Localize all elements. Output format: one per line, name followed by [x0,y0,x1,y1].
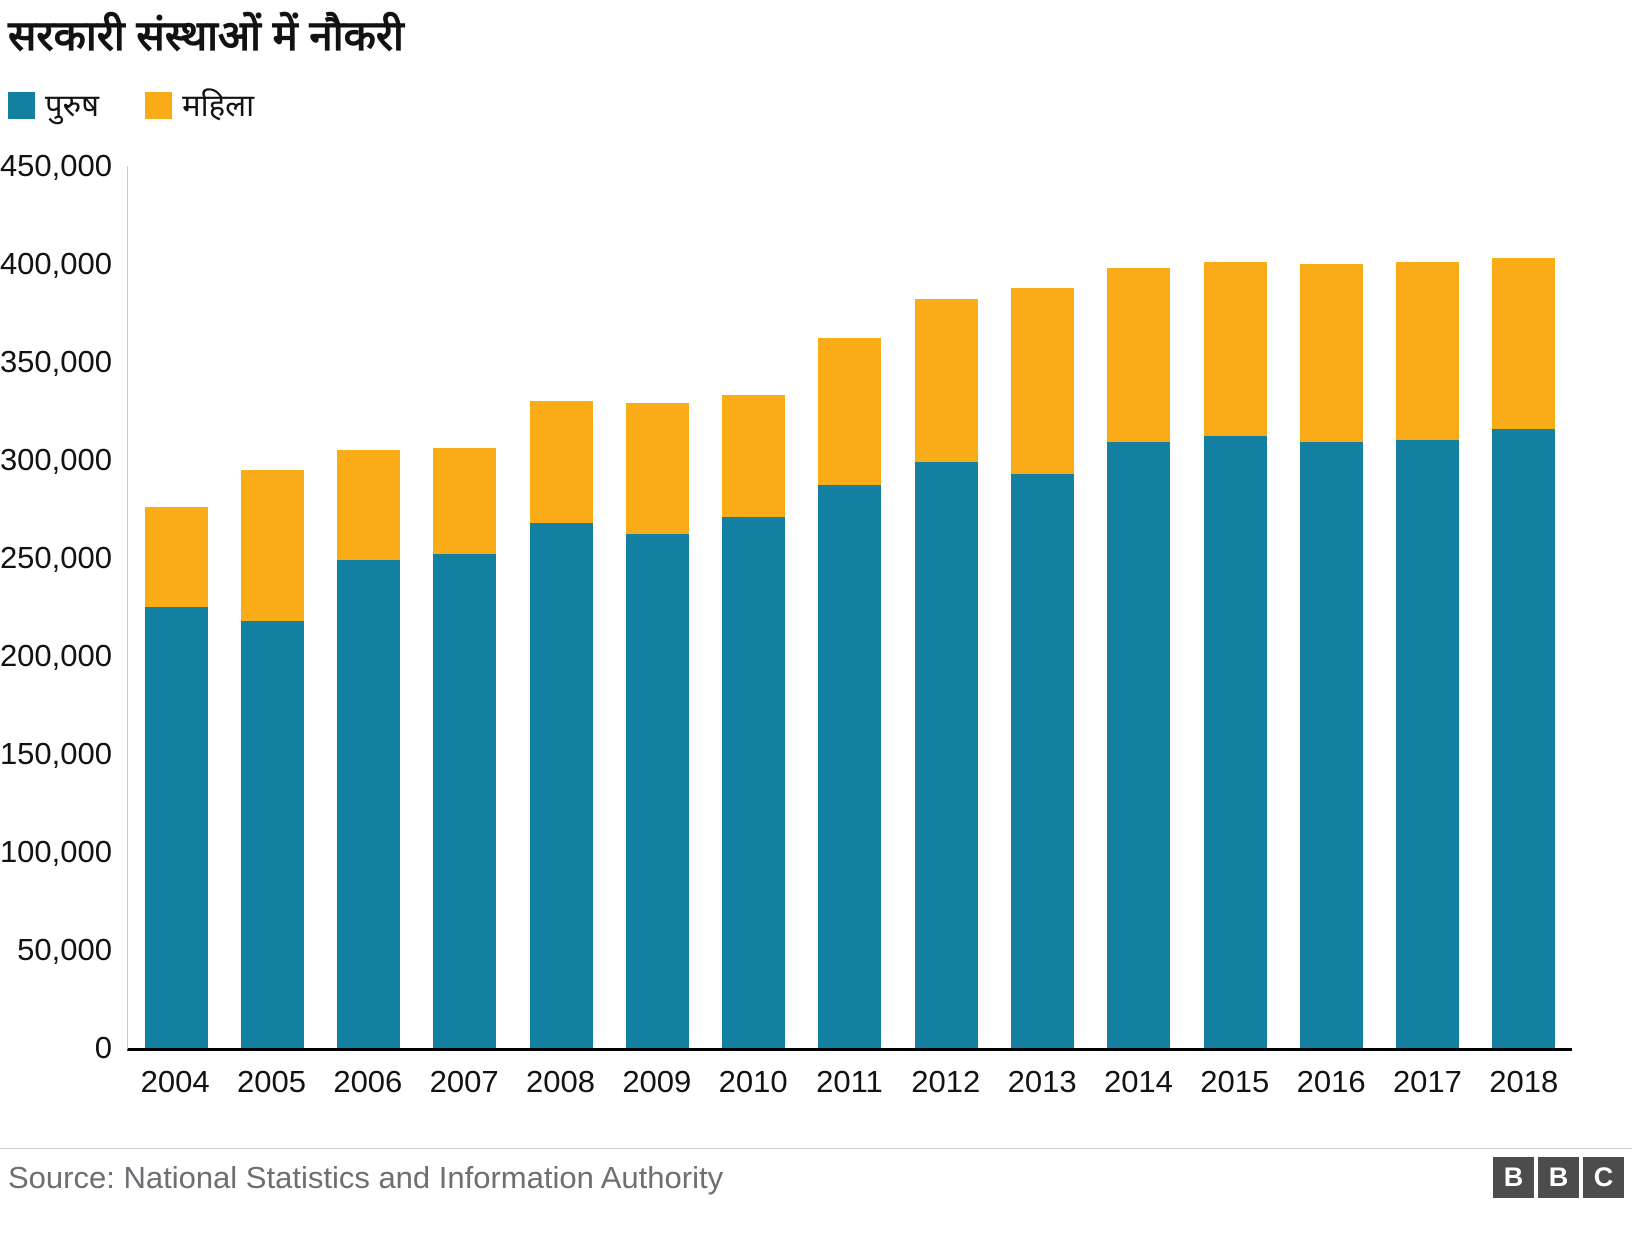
legend-item-1: महिला [145,84,254,126]
bbc-logo-block: C [1583,1157,1624,1198]
bar-segment-female [1203,262,1267,437]
bar-2008 [529,401,593,1048]
bar-segment-female [1011,287,1075,474]
bar-2014 [1107,267,1171,1048]
bar-segment-male [1203,436,1267,1048]
footer-divider [0,1148,1632,1149]
legend-item-0: पुरुष [8,84,99,126]
x-tick-label-2009: 2009 [622,1064,692,1099]
bar-segment-female [1492,258,1556,429]
bar-2004 [144,507,208,1048]
legend-swatch-icon [145,91,173,119]
bar-2015 [1203,262,1267,1048]
bar-2006 [337,450,401,1048]
y-axis: 0 50,000 100,000 150,000 200,000 250,000 300,0… [0,148,112,1065]
legend: पुरुष महिला [8,84,254,126]
x-tick-label-2013: 2013 [1007,1064,1077,1099]
x-tick-label-2004: 2004 [140,1064,210,1099]
bar-segment-female [337,450,401,560]
y-tick-label: 250,000 [0,540,112,575]
x-tick-label-2008: 2008 [525,1064,595,1099]
x-axis: 2004 2005 2006 2007 2008 2009 2010 2011 2012 2013… [127,1064,1572,1100]
bar-2013 [1011,287,1075,1048]
bar-segment-female [625,403,689,535]
y-tick-label: 300,000 [0,442,112,477]
bar-segment-male [337,559,401,1048]
y-tick-label: 50,000 [17,932,112,967]
x-tick-label-2015: 2015 [1200,1064,1270,1099]
y-tick-label: 450,000 [0,148,112,183]
bar-segment-female [433,448,497,555]
legend-label: पुरुष [45,88,100,123]
bar-segment-female [1107,267,1171,443]
plot-area [127,166,1572,1051]
x-tick-label-2014: 2014 [1103,1064,1173,1099]
x-tick-label-2005: 2005 [237,1064,306,1099]
bar-2011 [818,338,882,1048]
bar-segment-male [1396,440,1460,1048]
bar-segment-male [722,516,786,1048]
x-tick-label-2006: 2006 [333,1064,403,1099]
bar-segment-female [1396,262,1460,441]
bar-segment-male [1492,428,1556,1048]
x-tick-label-2016: 2016 [1296,1064,1366,1099]
bar-2010 [722,395,786,1048]
y-tick-label: 350,000 [0,344,112,379]
source-text: Source: National Statistics and Informat… [8,1159,724,1195]
bar-segment-female [240,469,304,621]
x-tick-label-2012: 2012 [911,1064,981,1099]
bar-segment-male [1011,473,1075,1048]
x-tick-label-2010: 2010 [718,1064,788,1099]
y-tick-label: 200,000 [0,638,112,673]
bar-segment-male [433,554,497,1048]
y-tick-label: 150,000 [0,736,112,771]
bar-segment-male [529,522,593,1048]
y-tick-label: 400,000 [0,246,112,281]
bar-2012 [914,299,978,1048]
bar-segment-male [818,485,882,1048]
bbc-logo-block: B [1493,1157,1534,1198]
bar-segment-male [625,534,689,1048]
legend-label: महिला [182,88,255,123]
x-tick-label-2011: 2011 [816,1064,883,1099]
chart-title: सरकारी संस्थाओं में नौकरी [8,12,404,59]
bar-segment-female [722,395,786,517]
bar-2017 [1396,262,1460,1048]
x-tick-label-2017: 2017 [1392,1064,1462,1099]
y-tick-label: 100,000 [0,834,112,869]
x-tick-label-2007: 2007 [429,1064,499,1099]
bar-segment-female [914,299,978,462]
bar-segment-female [529,401,593,523]
bar-segment-male [1107,442,1171,1048]
bar-segment-female [818,338,882,486]
bar-segment-male [144,607,208,1048]
y-tick-label: 0 [94,1030,112,1065]
bar-segment-female [144,507,208,607]
legend-swatch-icon [8,91,35,119]
bar-2007 [433,448,497,1048]
bars-container [128,166,1572,1048]
bar-2018 [1492,258,1556,1048]
bar-segment-female [1299,264,1363,443]
x-tick-label-2018: 2018 [1489,1064,1559,1099]
bar-segment-male [914,461,978,1048]
bar-2016 [1299,264,1363,1048]
bar-segment-male [1299,442,1363,1048]
bar-2005 [240,469,304,1048]
footer: Source: National Statistics and Informat… [0,1148,1632,1198]
bbc-logo-block: B [1538,1157,1579,1198]
bar-segment-male [240,620,304,1048]
bar-2009 [625,403,689,1048]
